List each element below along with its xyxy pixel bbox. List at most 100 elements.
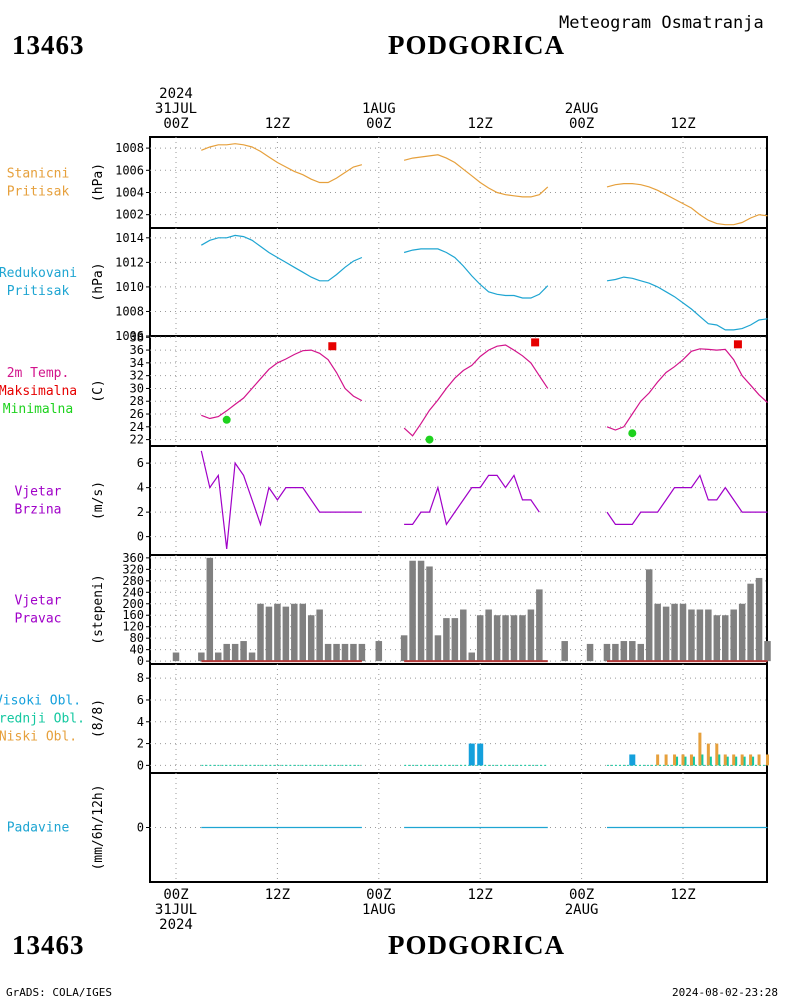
wind-direction-bar [620, 641, 628, 662]
wind-direction-bar [645, 569, 653, 662]
y-tick-label: 0 [137, 530, 144, 544]
top-time-label: 12Z [468, 116, 493, 132]
cloud-bar [664, 754, 668, 766]
cloud-bar [691, 756, 695, 766]
y-tick-label: 240 [122, 585, 144, 599]
bottom-time-label: 31JUL [155, 902, 197, 918]
timestamp-text: 2024-08-02-23:28 [672, 986, 778, 999]
wind-direction-bar [519, 615, 526, 662]
series-line [403, 154, 549, 198]
wind-direction-bar [586, 643, 594, 662]
wind-direction-bar [172, 652, 180, 662]
series-line [606, 183, 768, 226]
series-line [201, 349, 363, 420]
series-line [201, 143, 363, 184]
panel-label: Stanicni [7, 167, 70, 182]
top-time-label: 1AUG [362, 101, 396, 117]
cloud-bar [725, 756, 729, 766]
bottom-time-label: 12Z [468, 887, 493, 903]
wind-direction-bar [257, 603, 264, 662]
panel-label: Pritisak [7, 185, 70, 200]
bottom-time-label: 1AUG [362, 902, 396, 918]
wind-direction-bar [409, 560, 416, 662]
wind-direction-bar [434, 635, 442, 662]
y-tick-label: 1008 [115, 141, 144, 155]
cloud-bar [683, 756, 687, 766]
y-tick-label: 0 [137, 758, 144, 772]
series-line [606, 474, 768, 526]
y-tick-label: 4 [137, 715, 144, 729]
y-tick-label: 38 [130, 330, 144, 344]
bottom-time-label: 00Z [569, 887, 594, 903]
cloud-bar [629, 754, 636, 766]
panel-frame [149, 227, 768, 337]
panel-label: Visoki Obl. [0, 694, 81, 709]
wind-direction-bar [747, 583, 754, 662]
wind-direction-bar [637, 643, 644, 662]
panel-label: Niski Obl. [0, 730, 77, 745]
y-tick-label: 160 [122, 608, 144, 622]
cloud-bar [742, 756, 746, 766]
y-tick-label: 34 [130, 356, 144, 370]
y-tick-label: 6 [137, 693, 144, 707]
cloud-bar [749, 754, 753, 766]
cloud-bar [689, 754, 693, 766]
wind-direction-bar [443, 618, 450, 662]
cloud-bar [740, 754, 744, 766]
wind-direction-bar [527, 609, 535, 662]
y-tick-label: 40 [130, 643, 144, 657]
panel-label: Srednji Obl. [0, 712, 85, 727]
series-line [200, 450, 362, 549]
wind-direction-bar [485, 609, 492, 662]
cloud-bar [706, 743, 710, 766]
bottom-time-label: 2AUG [565, 902, 599, 918]
panel-label: Redukovani [0, 266, 77, 281]
min-temp-marker [628, 429, 637, 438]
series-line [606, 348, 768, 431]
station-id-bottom: 13463 [12, 930, 85, 960]
panel-label: Maksimalna [0, 384, 77, 399]
wind-direction-bar [502, 615, 509, 662]
max-temp-marker [531, 338, 540, 347]
bottom-time-label: 00Z [366, 887, 391, 903]
cloud-bar [700, 754, 704, 766]
cloud-bar [734, 756, 738, 766]
wind-direction-bar [561, 641, 568, 662]
min-temp-marker [425, 435, 434, 444]
wind-direction-bar [316, 609, 323, 662]
wind-direction-bar [333, 643, 340, 662]
panel-label: Vjetar [15, 594, 62, 609]
y-tick-label: 26 [130, 407, 144, 421]
y-tick-label: 1008 [115, 304, 144, 318]
wind-direction-bar [654, 603, 661, 662]
y-tick-label: 120 [122, 620, 144, 634]
wind-direction-bar [417, 560, 425, 662]
y-tick-label: 1002 [115, 208, 144, 222]
wind-direction-bar [206, 557, 214, 662]
cloud-bar [717, 754, 721, 766]
cloud-bar [468, 743, 475, 766]
wind-direction-bar [291, 603, 298, 662]
wind-direction-bar [400, 635, 408, 662]
y-axis-label: (hPa) [91, 262, 106, 301]
panel-label: Padavine [7, 821, 70, 836]
cloud-bar [732, 754, 736, 766]
y-tick-label: 36 [130, 343, 144, 357]
cloud-bar [708, 756, 712, 766]
cloud-bar [766, 754, 769, 766]
wind-direction-bar [738, 603, 746, 662]
wind-direction-bar [358, 643, 366, 662]
y-tick-label: 22 [130, 433, 144, 447]
bottom-time-label: 12Z [265, 887, 290, 903]
wind-direction-bar [282, 606, 290, 662]
y-tick-label: 200 [122, 597, 144, 611]
y-tick-label: 320 [122, 562, 144, 576]
wind-direction-bar [460, 609, 467, 662]
cloud-bar [751, 756, 755, 766]
cloud-bar [715, 743, 719, 766]
bottom-time-label: 2024 [159, 917, 193, 933]
top-time-label: 2AUG [565, 101, 599, 117]
wind-direction-bar [240, 641, 247, 662]
wind-direction-bar [341, 643, 349, 662]
wind-direction-bar [324, 643, 332, 662]
